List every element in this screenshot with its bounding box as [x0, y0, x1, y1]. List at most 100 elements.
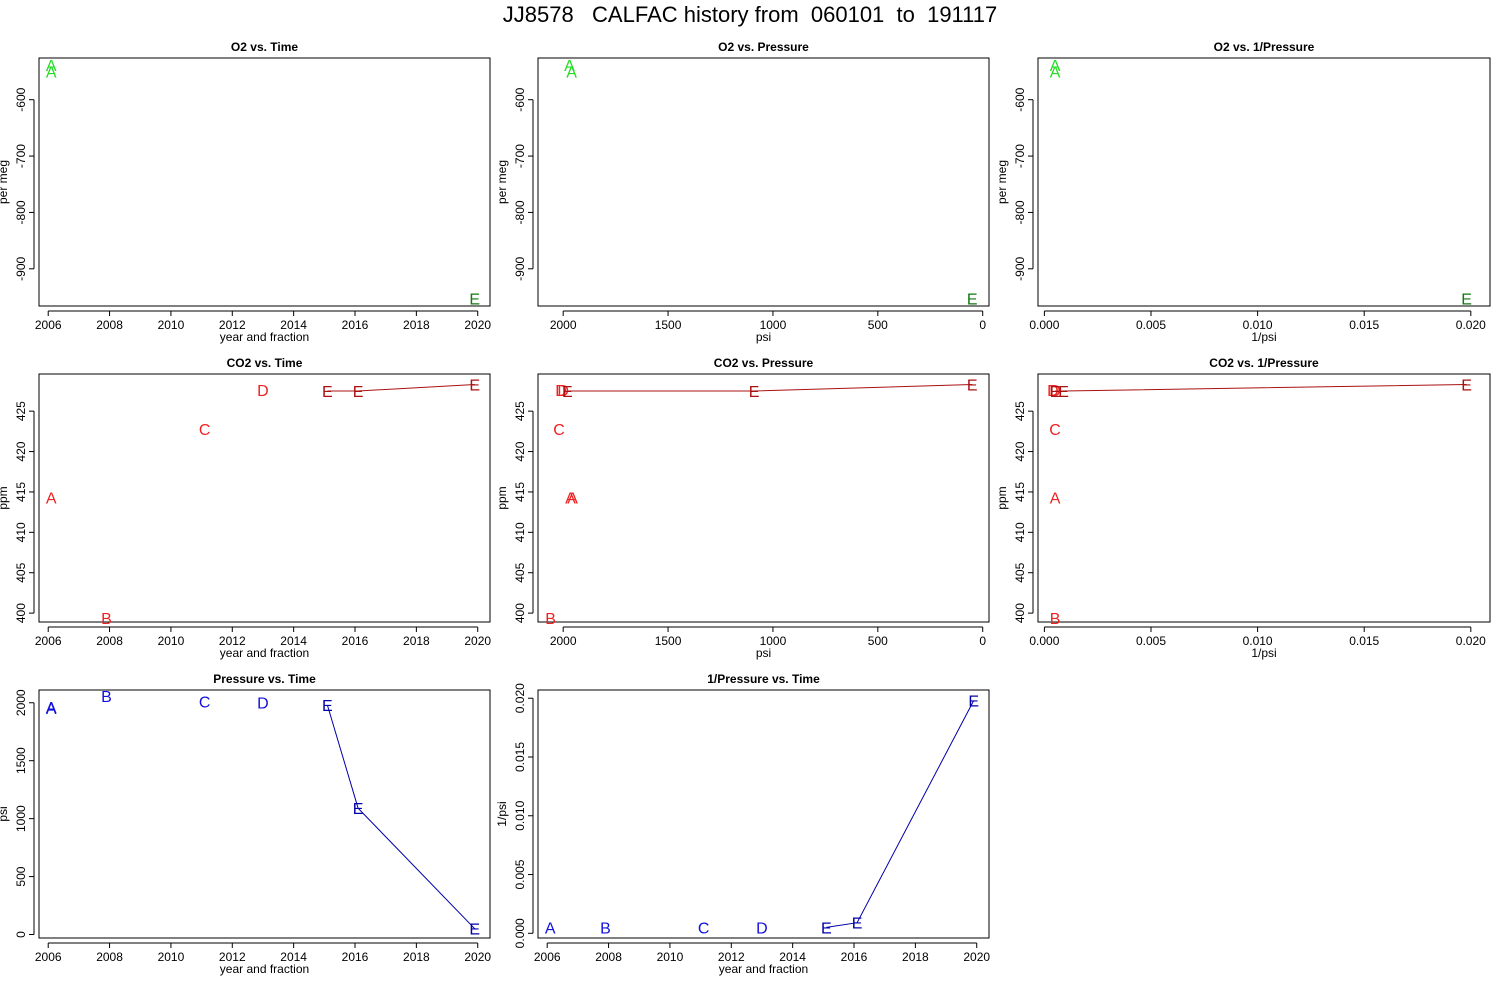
x-tick-label: 0.020	[1456, 634, 1486, 648]
y-tick-label: -900	[513, 256, 527, 280]
y-axis-label: per meg	[0, 160, 10, 204]
data-point-A: A	[545, 920, 556, 937]
data-point-C: C	[199, 695, 211, 712]
y-tick-label: 0.010	[513, 800, 527, 830]
y-tick-label: 405	[1013, 562, 1027, 582]
x-tick-label: 1000	[760, 634, 787, 648]
x-tick-label: 0.015	[1349, 634, 1379, 648]
plot-frame	[537, 689, 990, 939]
x-tick-label: 500	[868, 318, 888, 332]
data-point-E: E	[852, 916, 863, 933]
data-point-C: C	[199, 422, 211, 439]
data-point-D: D	[1049, 383, 1061, 400]
x-tick-label: 0.005	[1136, 318, 1166, 332]
plot-frame	[38, 57, 491, 307]
data-point-E: E	[1050, 384, 1061, 401]
x-axis-label: year and fraction	[719, 962, 808, 976]
data-point-C: C	[698, 920, 710, 937]
x-tick-label: 2018	[403, 634, 430, 648]
x-axis-label: psi	[756, 330, 771, 344]
data-point-E: E	[967, 378, 978, 395]
x-tick-label: 2012	[219, 634, 246, 648]
x-tick-label: 2006	[35, 950, 62, 964]
data-point-A: A	[567, 491, 578, 508]
x-tick-label: 0.020	[1456, 318, 1486, 332]
y-tick-label: 400	[1013, 603, 1027, 623]
series-line	[826, 700, 975, 928]
y-tick-label: 1500	[14, 747, 28, 774]
x-tick-label: 2016	[342, 950, 369, 964]
chart-title: CO2 vs. 1/Pressure	[1209, 356, 1319, 370]
x-tick-label: 2014	[779, 950, 806, 964]
x-tick-label: 2012	[219, 318, 246, 332]
y-tick-label: -900	[14, 256, 28, 280]
y-tick-label: 415	[1013, 482, 1027, 502]
data-point-A: A	[1050, 65, 1061, 82]
data-point-B: B	[101, 611, 112, 628]
y-tick-label: 410	[1013, 522, 1027, 542]
x-tick-label: 2016	[841, 950, 868, 964]
chart-panel-co2-invpressure: CO2 vs. 1/Pressure 0.000 0.005 0.010 0.015 0.…	[995, 356, 1491, 660]
y-axis-label: per meg	[495, 160, 509, 204]
x-tick-label: 2000	[550, 318, 577, 332]
data-point-C: C	[1049, 422, 1061, 439]
y-axis-label: ppm	[995, 486, 1009, 509]
data-point-A: A	[1050, 491, 1061, 508]
data-point-D: D	[555, 383, 567, 400]
chart-panel-pressure-time: Pressure vs. Time 2006 2008 2010 2012 2014 201…	[0, 672, 491, 976]
x-axis-label: year and fraction	[220, 646, 309, 660]
chart-title: O2 vs. Time	[231, 40, 298, 54]
page-title: JJ8578 CALFAC history from 060101 to 191…	[502, 2, 998, 27]
x-axis-label: year and fraction	[220, 330, 309, 344]
y-tick-label: 400	[14, 603, 28, 623]
series-line	[567, 384, 973, 392]
x-tick-label: 2010	[158, 634, 185, 648]
data-point-D: D	[257, 383, 269, 400]
y-tick-label: -800	[513, 200, 527, 224]
data-point-E: E	[749, 384, 760, 401]
x-tick-label: 0.010	[1243, 634, 1273, 648]
series-line	[1055, 384, 1467, 392]
data-point-B: B	[1050, 611, 1061, 628]
series-line	[327, 384, 475, 392]
x-tick-label: 1000	[760, 318, 787, 332]
y-tick-label: -700	[513, 144, 527, 168]
y-tick-label: 420	[14, 441, 28, 461]
plot-frame	[38, 689, 491, 939]
plot-frame	[1037, 373, 1491, 623]
x-tick-label: 2006	[35, 634, 62, 648]
y-axis-label: psi	[0, 806, 10, 821]
y-tick-label: -600	[1013, 87, 1027, 111]
plot-frame	[1037, 57, 1491, 307]
data-point-A: A	[566, 65, 577, 82]
y-tick-label: 0.020	[513, 683, 527, 713]
x-tick-label: 0	[979, 634, 986, 648]
x-tick-label: 2012	[219, 950, 246, 964]
data-point-A: A	[46, 58, 57, 75]
data-point-D: D	[756, 920, 768, 937]
data-point-A: A	[46, 65, 57, 82]
chart-title: CO2 vs. Time	[227, 356, 303, 370]
x-tick-label: 2016	[342, 634, 369, 648]
plot-frame	[537, 57, 990, 307]
chart-panel-o2-time: O2 vs. Time 2006 2008 2010 2012 2014 2016 2018 2…	[0, 40, 491, 344]
data-point-A: A	[46, 700, 57, 717]
chart-title: Pressure vs. Time	[213, 672, 316, 686]
chart-panel-co2-time: CO2 vs. Time 2006 2008 2010 2012 2014 2016 2018…	[0, 356, 491, 660]
x-tick-label: 0.010	[1243, 318, 1273, 332]
x-tick-label: 2018	[403, 318, 430, 332]
data-point-B: B	[545, 611, 556, 628]
y-tick-label: 400	[513, 603, 527, 623]
y-tick-label: 410	[14, 522, 28, 542]
y-tick-label: -700	[1013, 144, 1027, 168]
x-tick-label: 0.000	[1029, 318, 1059, 332]
x-tick-label: 2014	[280, 634, 307, 648]
data-point-B: B	[101, 689, 112, 706]
y-tick-label: 2000	[14, 689, 28, 716]
y-tick-label: 425	[1013, 401, 1027, 421]
x-tick-label: 2008	[595, 950, 622, 964]
x-tick-label: 0	[979, 318, 986, 332]
y-tick-label: -800	[1013, 200, 1027, 224]
